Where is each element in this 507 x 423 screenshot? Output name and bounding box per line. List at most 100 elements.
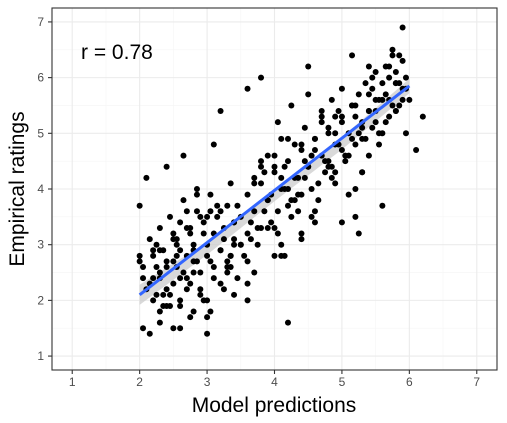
data-point	[146, 330, 153, 337]
data-point	[322, 169, 329, 176]
data-point	[180, 269, 187, 276]
data-point	[355, 130, 362, 137]
data-point	[200, 297, 207, 304]
data-point	[338, 219, 345, 226]
data-point	[399, 24, 406, 31]
data-point	[301, 124, 308, 131]
data-point	[180, 152, 187, 159]
data-point	[349, 102, 356, 109]
data-point	[278, 252, 285, 259]
data-point	[355, 230, 362, 237]
data-point	[190, 241, 197, 248]
y-axis-title: Empirical ratings	[6, 111, 29, 266]
data-point	[359, 124, 366, 131]
correlation-annotation: r = 0.78	[81, 41, 153, 64]
data-point	[207, 191, 214, 198]
data-point	[318, 108, 325, 115]
data-point	[382, 119, 389, 126]
data-point	[402, 130, 409, 137]
data-point	[204, 213, 211, 220]
data-point	[389, 102, 396, 109]
data-point	[376, 141, 383, 148]
x-tick-label: 5	[339, 375, 346, 389]
x-axis-ticks: 1 2 3 4 5 6 7	[69, 370, 480, 389]
data-point	[261, 169, 268, 176]
data-point	[231, 291, 238, 298]
data-point	[311, 135, 318, 142]
data-point	[396, 52, 403, 59]
data-point	[399, 57, 406, 64]
data-point	[338, 85, 345, 92]
data-point	[298, 147, 305, 154]
data-point	[264, 224, 271, 231]
data-point	[251, 180, 258, 187]
data-point	[355, 91, 362, 98]
data-point	[392, 108, 399, 115]
data-point	[365, 108, 372, 115]
data-point	[197, 291, 204, 298]
data-point	[338, 147, 345, 154]
data-point	[352, 141, 359, 148]
data-point	[298, 191, 305, 198]
data-point	[369, 85, 376, 92]
data-point	[170, 280, 177, 287]
data-point	[258, 163, 265, 170]
data-point	[150, 252, 157, 259]
data-point	[166, 213, 173, 220]
data-point	[177, 247, 184, 254]
data-point	[325, 130, 332, 137]
data-point	[325, 124, 332, 131]
data-point	[187, 224, 194, 231]
data-point	[153, 241, 160, 248]
data-point	[308, 213, 315, 220]
data-point	[264, 152, 271, 159]
data-point	[251, 269, 258, 276]
data-point	[160, 291, 167, 298]
regression-line	[138, 84, 411, 297]
data-point	[271, 252, 278, 259]
data-point	[197, 213, 204, 220]
data-point	[288, 213, 295, 220]
data-point	[281, 163, 288, 170]
data-point	[352, 113, 359, 120]
data-point	[365, 91, 372, 98]
data-point	[305, 63, 312, 70]
data-point	[274, 208, 281, 215]
data-point	[284, 319, 291, 326]
data-point	[291, 141, 298, 148]
data-point	[325, 158, 332, 165]
data-point	[177, 275, 184, 282]
data-point	[389, 52, 396, 59]
data-point	[207, 308, 214, 315]
x-axis-title: Model predictions	[192, 394, 357, 417]
data-point	[382, 63, 389, 70]
data-point	[163, 258, 170, 265]
data-point	[173, 241, 180, 248]
data-point	[224, 258, 231, 265]
y-tick-label: 5	[37, 126, 44, 140]
data-point	[153, 263, 160, 270]
data-point	[244, 280, 251, 287]
data-point	[177, 219, 184, 226]
data-point	[150, 247, 157, 254]
data-point	[244, 191, 251, 198]
data-point	[386, 113, 393, 120]
data-point	[247, 236, 254, 243]
data-point	[284, 135, 291, 142]
data-point	[278, 241, 285, 248]
data-point	[156, 247, 163, 254]
data-point	[352, 186, 359, 192]
data-point	[180, 197, 187, 204]
data-point	[207, 258, 214, 265]
data-point	[352, 213, 359, 220]
data-point	[156, 269, 163, 276]
data-point	[170, 325, 177, 332]
data-point	[349, 135, 356, 142]
data-point	[399, 96, 406, 103]
data-point	[379, 130, 386, 137]
data-point	[305, 91, 312, 98]
data-point	[237, 241, 244, 248]
data-point	[204, 252, 211, 259]
data-point	[372, 69, 379, 76]
